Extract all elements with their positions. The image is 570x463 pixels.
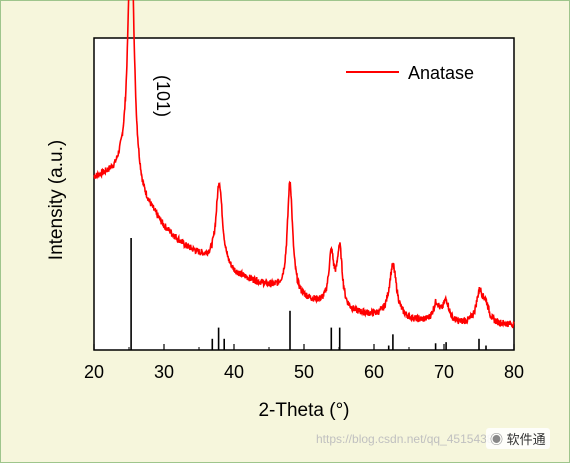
- x-tick-label: 50: [294, 362, 314, 382]
- x-tick-label: 80: [504, 362, 524, 382]
- y-axis-label: Intensity (a.u.): [46, 140, 67, 260]
- x-tick-label: 30: [154, 362, 174, 382]
- peak-annotation-101: (101): [153, 75, 173, 117]
- x-axis-ticks: 20 30 40 50 60 70 80: [84, 344, 524, 382]
- watermark-url: https://blog.csdn.net/qq_45154380: [316, 432, 501, 446]
- plot-area: [93, 37, 515, 351]
- series-line-anatase: [93, 0, 515, 329]
- x-tick-label: 20: [84, 362, 104, 382]
- x-tick-label: 70: [434, 362, 454, 382]
- legend-label: Anatase: [408, 63, 474, 83]
- watermark-brand: ◉ 软件通: [486, 428, 550, 449]
- watermark-brand-text: 软件通: [506, 432, 546, 447]
- x-tick-label: 40: [224, 362, 244, 382]
- watermark: https://blog.csdn.net/qq_45154380: [316, 432, 500, 446]
- x-axis-label: 2-Theta (°): [258, 400, 349, 421]
- wechat-icon: ◉: [490, 432, 504, 447]
- x-tick-label: 60: [364, 362, 384, 382]
- reference-lines: [130, 238, 487, 350]
